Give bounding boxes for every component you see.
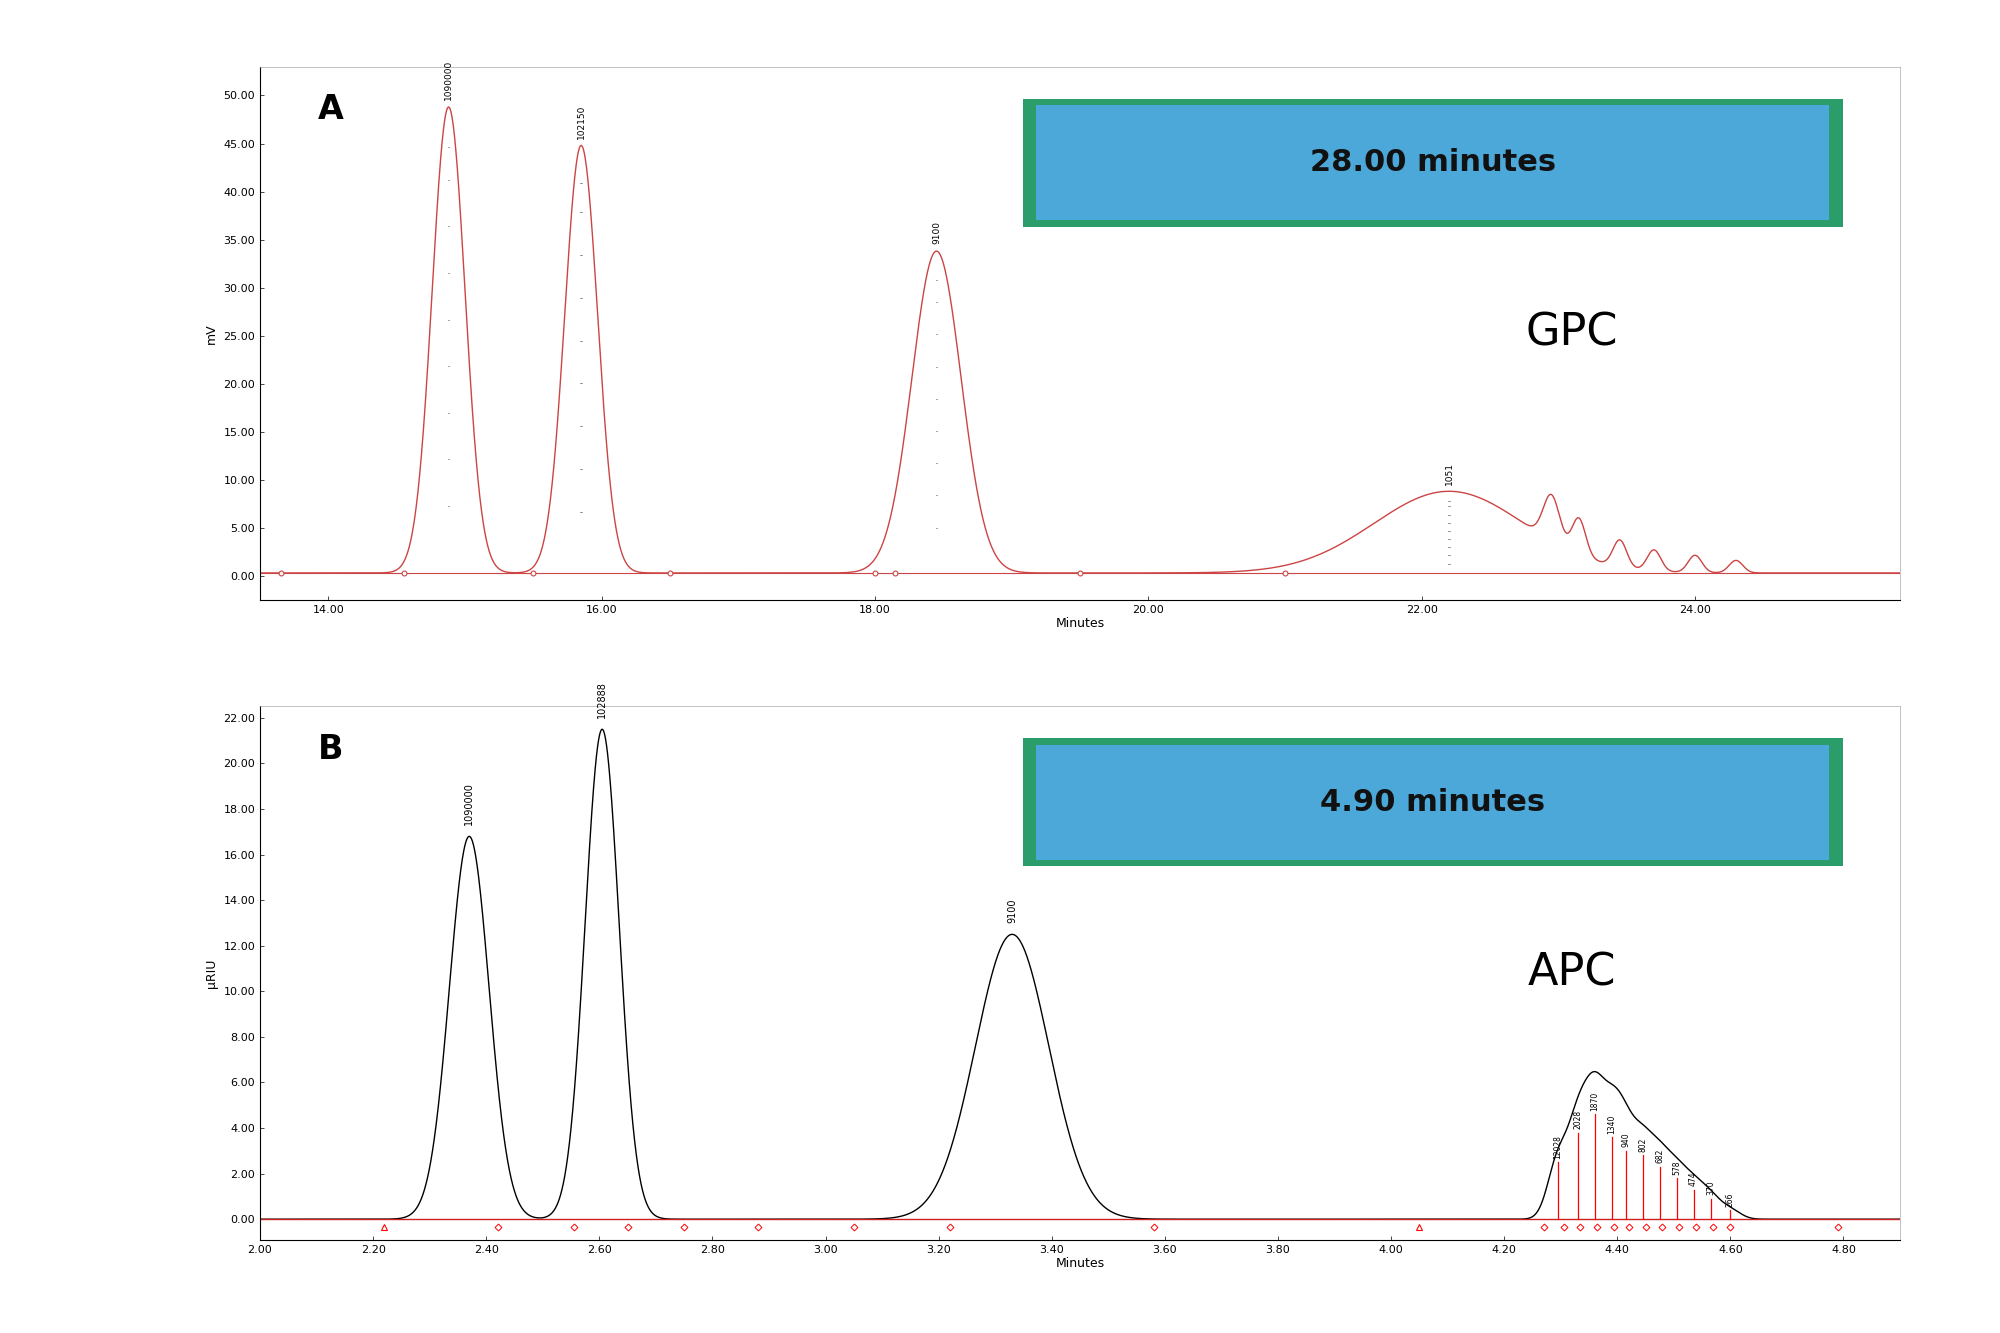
Text: 1870: 1870 bbox=[1590, 1092, 1600, 1110]
Text: 1090000: 1090000 bbox=[464, 782, 474, 825]
Text: 682: 682 bbox=[1656, 1149, 1664, 1164]
Text: GPC: GPC bbox=[1526, 312, 1618, 355]
FancyBboxPatch shape bbox=[1022, 738, 1842, 866]
Text: 9100: 9100 bbox=[1008, 898, 1018, 922]
Y-axis label: mV: mV bbox=[204, 323, 218, 344]
Text: 28.00 minutes: 28.00 minutes bbox=[1310, 148, 1556, 177]
FancyBboxPatch shape bbox=[1022, 99, 1842, 227]
X-axis label: Minutes: Minutes bbox=[1056, 1257, 1104, 1270]
Text: 1340: 1340 bbox=[1608, 1114, 1616, 1134]
Text: 802: 802 bbox=[1638, 1137, 1648, 1152]
Text: 578: 578 bbox=[1672, 1160, 1682, 1174]
Text: 102888: 102888 bbox=[598, 681, 608, 718]
Text: A: A bbox=[318, 93, 344, 127]
Text: 370: 370 bbox=[1706, 1181, 1716, 1196]
FancyBboxPatch shape bbox=[1036, 745, 1830, 860]
Text: APC: APC bbox=[1528, 952, 1616, 994]
Text: 12028: 12028 bbox=[1554, 1134, 1562, 1158]
Text: 1051: 1051 bbox=[1444, 461, 1454, 485]
Text: 102150: 102150 bbox=[576, 104, 586, 139]
Text: B: B bbox=[318, 733, 342, 766]
Text: 474: 474 bbox=[1690, 1172, 1698, 1186]
Text: 9100: 9100 bbox=[932, 221, 940, 244]
Text: 266: 266 bbox=[1726, 1192, 1734, 1206]
Text: 940: 940 bbox=[1622, 1133, 1630, 1148]
Text: 2028: 2028 bbox=[1574, 1110, 1582, 1129]
FancyBboxPatch shape bbox=[1036, 105, 1830, 220]
Y-axis label: μRIU: μRIU bbox=[204, 958, 218, 988]
Text: 1090000: 1090000 bbox=[444, 60, 454, 100]
X-axis label: Minutes: Minutes bbox=[1056, 617, 1104, 631]
Text: 4.90 minutes: 4.90 minutes bbox=[1320, 788, 1546, 817]
